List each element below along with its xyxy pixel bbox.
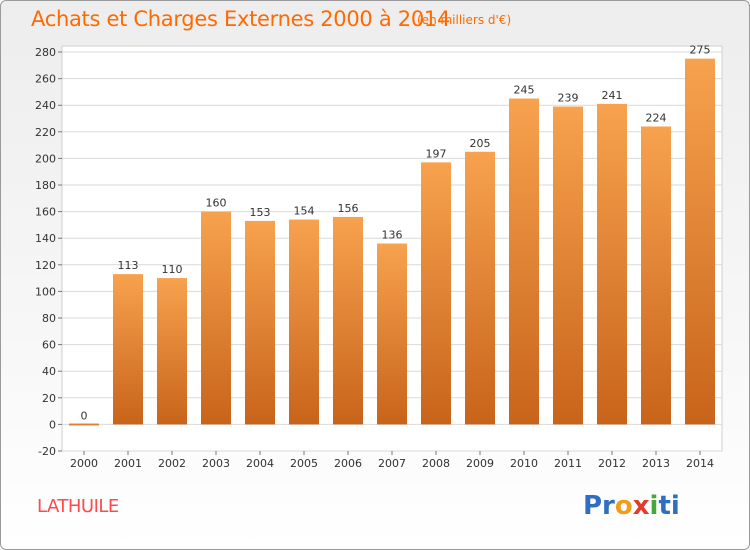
logo-part: x — [632, 491, 650, 521]
x-tick-label: 2008 — [422, 457, 450, 470]
logo-part: i — [649, 491, 659, 521]
y-tick-label: 180 — [35, 179, 56, 192]
y-tick-label: 20 — [42, 392, 56, 405]
x-tick-label: 2006 — [334, 457, 362, 470]
bar-2010 — [509, 98, 539, 425]
y-tick-label: 220 — [35, 126, 56, 139]
x-tick-label: 2013 — [642, 457, 670, 470]
x-tick-label: 2010 — [510, 457, 538, 470]
bar-2000 — [69, 423, 99, 426]
bar-2012 — [597, 103, 627, 425]
commune-name: LATHUILE — [37, 496, 119, 517]
logo-part: ti — [658, 491, 680, 521]
proxiti-logo: Proxiti — [583, 491, 680, 521]
x-tick-label: 2012 — [598, 457, 626, 470]
x-tick-label: 2001 — [114, 457, 142, 470]
value-label: 153 — [250, 206, 271, 219]
y-tick-label: 140 — [35, 232, 56, 245]
x-tick-label: 2007 — [378, 457, 406, 470]
bar-2005 — [289, 219, 319, 425]
bar-2002 — [157, 278, 187, 425]
y-tick-label: 80 — [42, 312, 56, 325]
bar-2001 — [113, 274, 143, 425]
bar-2011 — [553, 106, 583, 425]
bar-2008 — [421, 162, 451, 425]
value-label: 275 — [690, 44, 711, 57]
x-tick-label: 2000 — [70, 457, 98, 470]
y-tick-label: 0 — [49, 418, 56, 431]
x-tick-label: 2014 — [686, 457, 714, 470]
value-label: 0 — [81, 409, 88, 422]
y-tick-label: 160 — [35, 206, 56, 219]
y-tick-label: 280 — [35, 46, 56, 59]
y-tick-label: 120 — [35, 259, 56, 272]
value-label: 241 — [602, 89, 623, 102]
bar-2009 — [465, 151, 495, 425]
bar-2004 — [245, 220, 275, 425]
value-label: 197 — [426, 147, 447, 160]
y-tick-label: 260 — [35, 73, 56, 86]
bar-2013 — [641, 126, 671, 425]
y-tick-label: -20 — [38, 445, 56, 458]
value-label: 154 — [294, 205, 315, 218]
x-tick-label: 2003 — [202, 457, 230, 470]
logo-part: o — [614, 491, 633, 521]
value-label: 224 — [646, 111, 667, 124]
value-label: 245 — [514, 84, 535, 97]
y-tick-label: 240 — [35, 99, 56, 112]
bar-2006 — [333, 216, 363, 425]
chart-title: Achats et Charges Externes 2000 à 2014 — [31, 7, 451, 31]
y-tick-label: 40 — [42, 365, 56, 378]
value-label: 160 — [206, 197, 227, 210]
value-label: 113 — [118, 259, 139, 272]
x-tick-label: 2009 — [466, 457, 494, 470]
y-tick-label: 200 — [35, 152, 56, 165]
bar-2003 — [201, 211, 231, 425]
value-label: 239 — [558, 92, 579, 105]
x-tick-label: 2011 — [554, 457, 582, 470]
bar-2007 — [377, 243, 407, 425]
y-tick-label: 60 — [42, 339, 56, 352]
bar-2014 — [685, 58, 715, 425]
value-label: 110 — [162, 263, 183, 276]
y-tick-label: 100 — [35, 285, 56, 298]
x-tick-label: 2004 — [246, 457, 274, 470]
x-tick-label: 2002 — [158, 457, 186, 470]
logo-part: Pr — [583, 491, 615, 521]
value-label: 205 — [470, 137, 491, 150]
value-label: 156 — [338, 202, 359, 215]
chart-unit: (en milliers d'€) — [417, 13, 512, 27]
value-label: 136 — [382, 229, 403, 242]
x-tick-label: 2005 — [290, 457, 318, 470]
